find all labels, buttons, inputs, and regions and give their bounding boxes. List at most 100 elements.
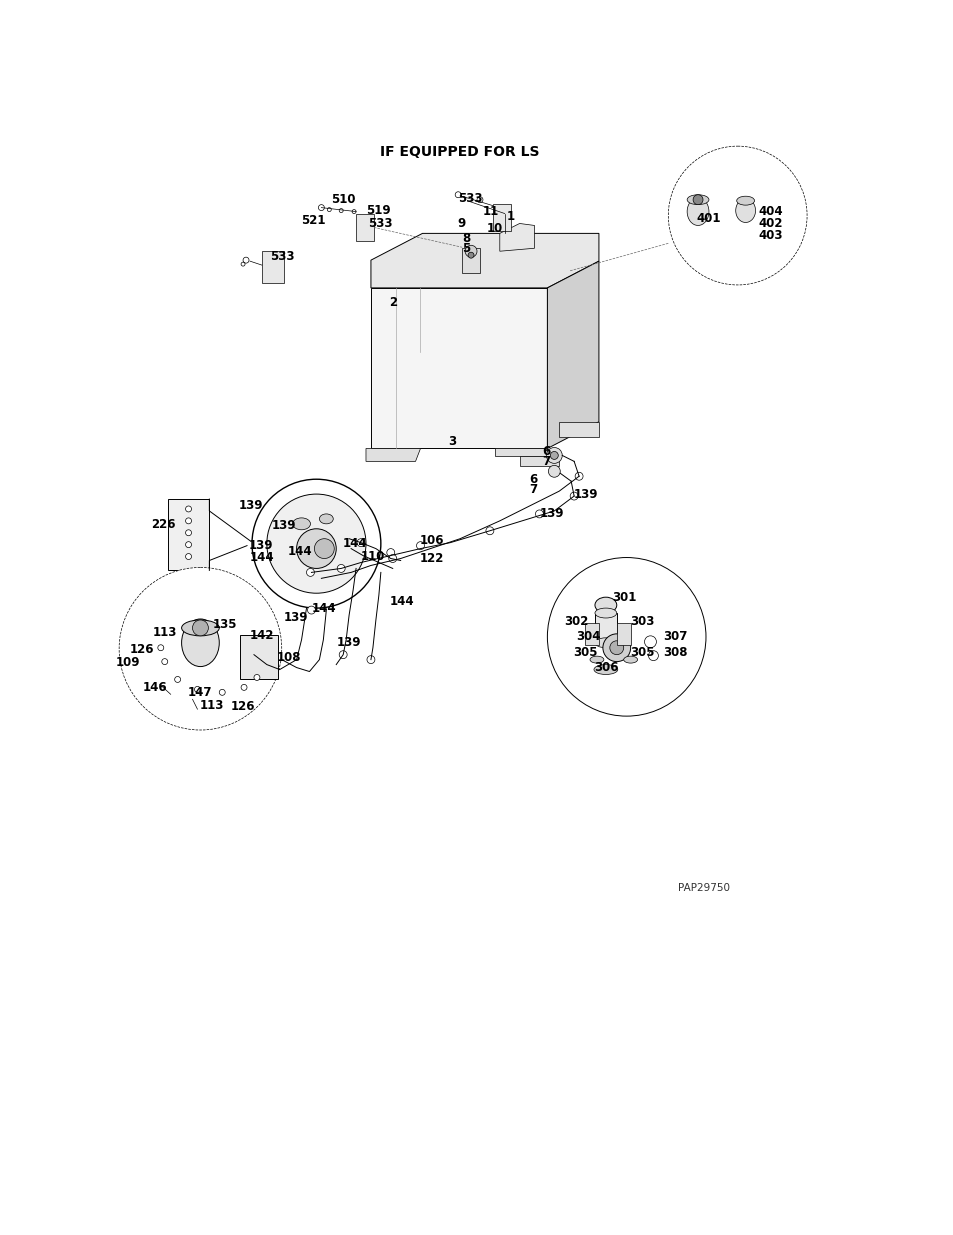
Text: 144: 144 <box>343 537 368 550</box>
Text: 302: 302 <box>563 615 588 629</box>
Text: 1: 1 <box>506 210 515 224</box>
Text: 126: 126 <box>130 643 154 656</box>
Ellipse shape <box>595 598 617 613</box>
Circle shape <box>186 553 192 559</box>
Text: 2: 2 <box>389 296 396 309</box>
Circle shape <box>336 564 345 572</box>
Circle shape <box>535 510 543 517</box>
Circle shape <box>162 658 168 664</box>
Ellipse shape <box>293 517 310 530</box>
Circle shape <box>644 636 656 647</box>
Text: 519: 519 <box>366 204 390 217</box>
Text: 521: 521 <box>301 214 326 227</box>
Circle shape <box>306 568 314 577</box>
Text: 139: 139 <box>249 540 274 552</box>
Text: 510: 510 <box>331 193 355 206</box>
Text: 533: 533 <box>270 249 294 263</box>
Circle shape <box>468 252 474 258</box>
Text: 402: 402 <box>758 217 782 230</box>
Text: 139: 139 <box>239 499 263 513</box>
Circle shape <box>547 557 705 716</box>
Text: 139: 139 <box>335 636 360 650</box>
Polygon shape <box>366 448 420 462</box>
Circle shape <box>575 472 582 480</box>
Circle shape <box>546 447 561 463</box>
Bar <box>595 613 617 642</box>
Circle shape <box>186 530 192 536</box>
Text: 106: 106 <box>419 535 443 547</box>
Text: 139: 139 <box>538 508 563 520</box>
Circle shape <box>296 529 335 568</box>
Circle shape <box>548 466 559 477</box>
Text: 139: 139 <box>272 519 296 532</box>
Ellipse shape <box>595 608 617 618</box>
Polygon shape <box>499 224 534 251</box>
Text: 126: 126 <box>231 700 255 713</box>
Text: 142: 142 <box>250 630 274 642</box>
Circle shape <box>416 542 424 550</box>
Ellipse shape <box>686 195 708 205</box>
Circle shape <box>339 651 347 658</box>
Circle shape <box>119 567 281 730</box>
Text: 404: 404 <box>758 205 782 219</box>
Circle shape <box>356 538 365 547</box>
Ellipse shape <box>589 656 603 663</box>
Circle shape <box>570 492 578 500</box>
Circle shape <box>186 517 192 524</box>
Circle shape <box>174 677 180 683</box>
Text: 144: 144 <box>288 545 312 558</box>
Text: 8: 8 <box>461 232 470 245</box>
Text: 301: 301 <box>611 590 636 604</box>
Circle shape <box>465 246 476 257</box>
Ellipse shape <box>595 637 617 647</box>
Circle shape <box>253 674 259 680</box>
Polygon shape <box>371 288 547 448</box>
Text: 305: 305 <box>630 646 655 659</box>
Bar <box>355 214 374 241</box>
Text: 308: 308 <box>662 646 687 659</box>
Bar <box>262 251 283 283</box>
Circle shape <box>252 479 380 608</box>
Circle shape <box>609 641 623 655</box>
Circle shape <box>550 452 558 459</box>
Text: 533: 533 <box>368 217 392 230</box>
Ellipse shape <box>319 514 333 524</box>
Text: 307: 307 <box>662 630 687 643</box>
Circle shape <box>389 555 396 562</box>
Text: 110: 110 <box>360 550 385 563</box>
Text: 139: 139 <box>283 611 308 625</box>
Text: 139: 139 <box>574 488 598 500</box>
Ellipse shape <box>686 198 708 226</box>
Polygon shape <box>371 233 598 288</box>
Text: 113: 113 <box>199 699 224 711</box>
Text: 10: 10 <box>486 222 502 235</box>
Circle shape <box>602 634 630 662</box>
Polygon shape <box>495 448 547 457</box>
Bar <box>168 499 209 571</box>
Text: 7: 7 <box>529 483 537 495</box>
Text: 3: 3 <box>448 435 456 448</box>
Ellipse shape <box>623 656 637 663</box>
Polygon shape <box>558 421 598 437</box>
Circle shape <box>194 687 200 693</box>
Text: 226: 226 <box>151 519 175 531</box>
Ellipse shape <box>181 619 219 667</box>
Circle shape <box>668 146 806 285</box>
Text: 144: 144 <box>311 601 335 615</box>
Circle shape <box>307 606 315 614</box>
Text: 146: 146 <box>143 680 168 694</box>
Bar <box>584 622 598 645</box>
Circle shape <box>693 195 702 205</box>
Text: 5: 5 <box>461 242 470 254</box>
Text: 122: 122 <box>419 552 443 566</box>
Bar <box>617 622 630 645</box>
Text: 108: 108 <box>276 651 301 664</box>
Circle shape <box>367 656 375 663</box>
Ellipse shape <box>594 664 618 674</box>
Circle shape <box>386 548 395 557</box>
Circle shape <box>485 527 494 535</box>
Polygon shape <box>519 457 558 467</box>
Text: 11: 11 <box>482 205 498 219</box>
Text: 147: 147 <box>188 685 212 699</box>
Circle shape <box>648 651 658 661</box>
